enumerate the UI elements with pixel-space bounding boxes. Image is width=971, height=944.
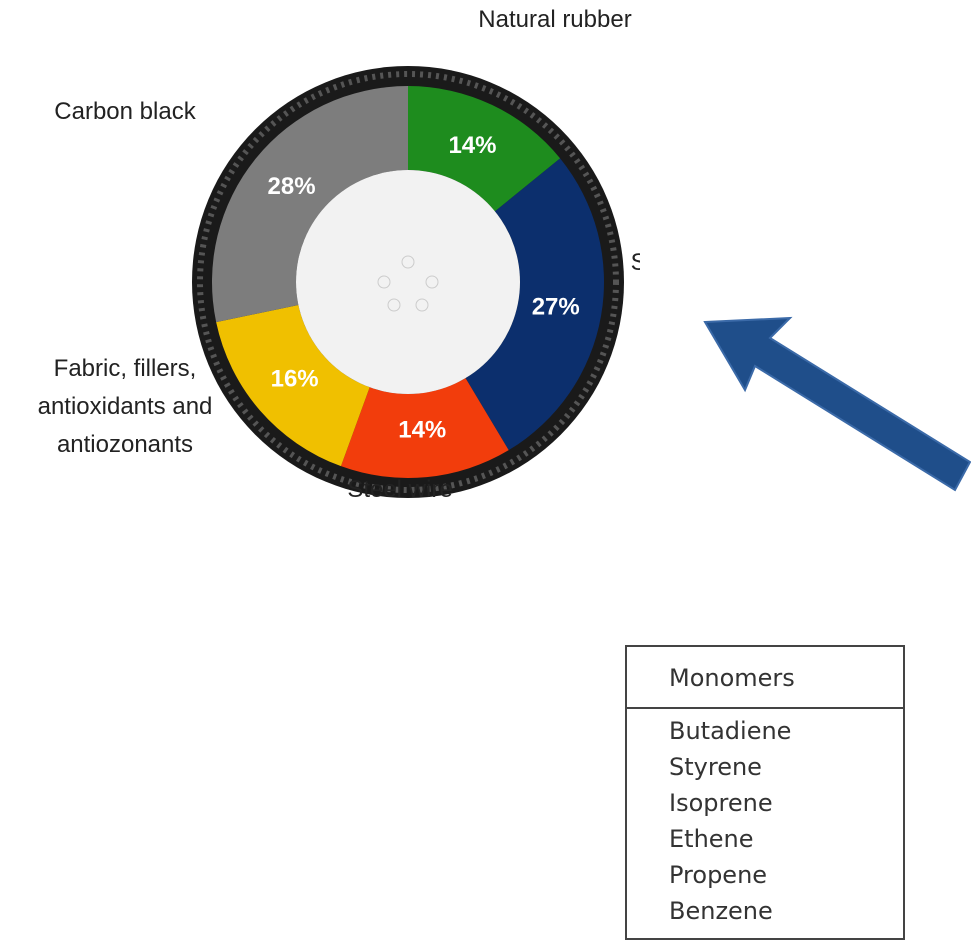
table-row: Butadiene bbox=[627, 713, 903, 749]
wheel-hub bbox=[296, 170, 520, 394]
value-label: 14% bbox=[398, 417, 446, 444]
table-row: Isoprene bbox=[627, 785, 903, 821]
chart-area: 14% 27% 14% 16% 28% Natural rubber Synthetic… bbox=[0, 0, 640, 498]
value-label: 14% bbox=[448, 132, 496, 159]
category-label: Natural rubber bbox=[440, 1, 640, 39]
category-label: Steel wire bbox=[300, 471, 500, 498]
category-label: Synthetic rubber bbox=[620, 244, 640, 320]
table-row: Propene bbox=[627, 857, 903, 893]
value-label: 28% bbox=[268, 173, 316, 200]
table-row: Ethene bbox=[627, 821, 903, 857]
category-label: Fabric, fillers, antioxidants and antioz… bbox=[5, 350, 245, 464]
value-label: 27% bbox=[532, 293, 580, 320]
value-label: 16% bbox=[271, 366, 319, 393]
table-row: Benzene bbox=[627, 893, 903, 929]
page: {"chart_data": {"type": "donut", "catego… bbox=[0, 0, 971, 944]
category-label: Carbon black bbox=[20, 93, 230, 131]
table-row: Styrene bbox=[627, 749, 903, 785]
table-header: Monomers bbox=[627, 647, 903, 709]
arrow bbox=[705, 318, 970, 490]
